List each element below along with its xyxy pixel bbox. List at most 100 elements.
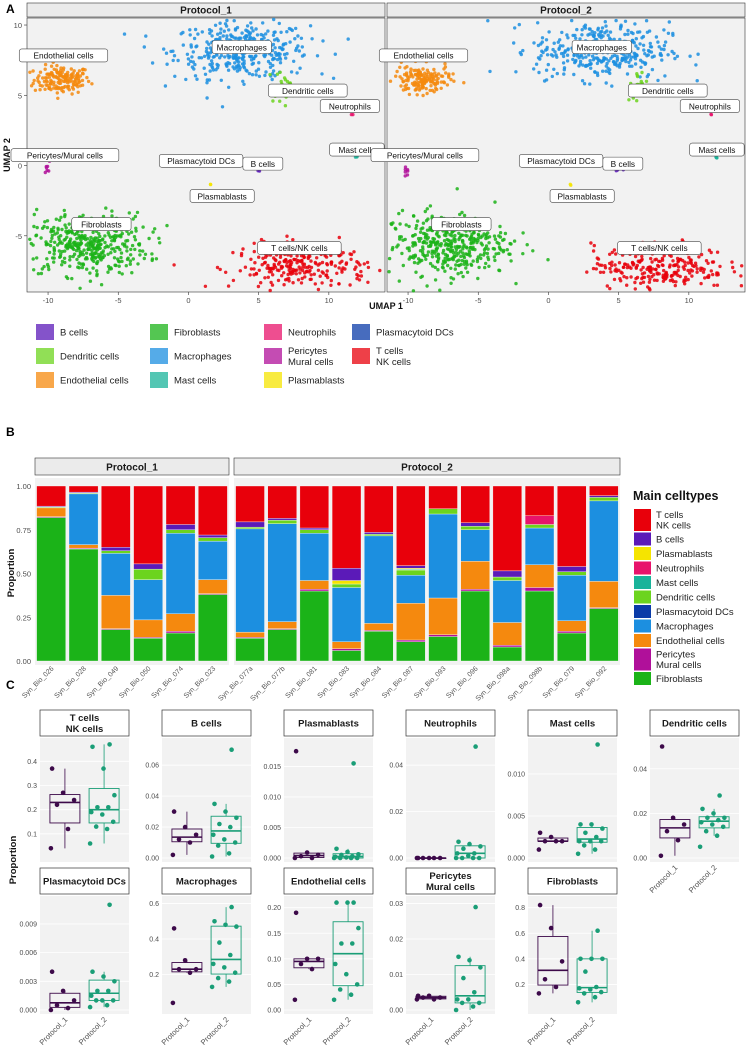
umap-point: [610, 250, 614, 255]
umap-point: [267, 270, 272, 274]
umap-point: [635, 99, 639, 103]
cluster-label-box: [431, 217, 492, 231]
umap-point: [654, 35, 659, 39]
umap-point: [98, 234, 102, 239]
umap-point: [291, 271, 295, 275]
umap-point: [344, 261, 349, 265]
umap-point: [416, 257, 421, 261]
umap-point: [225, 34, 229, 38]
umap-point: [641, 34, 646, 39]
box-point: [548, 925, 554, 931]
umap-point: [165, 62, 169, 66]
umap-point: [188, 28, 192, 32]
umap-point: [235, 69, 240, 73]
umap-point: [731, 265, 735, 270]
umap-point: [285, 260, 289, 265]
umap-point: [313, 282, 317, 286]
legend-label-a: Pericytes Mural cells: [288, 346, 334, 368]
umap-point: [211, 68, 216, 72]
umap-point: [44, 166, 49, 170]
umap-point: [157, 236, 161, 240]
umap-point: [399, 84, 403, 88]
umap-point: [629, 275, 633, 279]
umap-point: [186, 62, 191, 66]
umap-point: [604, 64, 608, 68]
box-point: [472, 990, 477, 995]
cluster-label: Neutrophils: [689, 101, 731, 111]
umap-point: [172, 54, 177, 58]
umap-point: [411, 244, 415, 248]
box-panel-bg: [650, 738, 739, 862]
umap-point: [237, 60, 241, 64]
facet-title-c: Pericytes Mural cells: [426, 871, 475, 893]
umap-point: [70, 244, 75, 249]
bar-segment: [331, 650, 362, 662]
umap-point: [425, 237, 429, 241]
umap-point: [432, 67, 436, 72]
umap-point: [72, 240, 76, 244]
umap-point: [410, 255, 414, 259]
umap-point: [165, 223, 169, 228]
umap-point: [406, 169, 410, 173]
umap-point: [77, 261, 81, 265]
cluster-label: T cells/NK cells: [631, 243, 688, 253]
umap-point: [428, 261, 433, 266]
box-point: [298, 961, 304, 967]
umap-point: [61, 90, 65, 94]
umap-point: [565, 33, 569, 37]
umap-point: [136, 262, 140, 266]
box-point: [553, 984, 559, 990]
umap-point: [561, 44, 565, 48]
umap-point: [282, 259, 286, 263]
umap-point: [112, 238, 116, 242]
umap-point: [192, 36, 197, 41]
umap-point: [638, 42, 642, 46]
umap-point: [596, 73, 600, 78]
umap-point: [291, 238, 295, 242]
umap-point: [316, 263, 320, 267]
y-tick-label-c: 0.010: [263, 794, 281, 801]
box-point: [334, 846, 339, 852]
umap-point: [695, 270, 699, 274]
facet-title-c: T cells NK cells: [66, 713, 104, 735]
umap-point: [50, 233, 54, 238]
umap-point: [38, 88, 42, 92]
umap-point: [298, 271, 302, 275]
box-panel-bg: [406, 896, 495, 1014]
box-point: [354, 982, 360, 987]
umap-point: [138, 253, 142, 257]
umap-point: [115, 245, 119, 250]
box-point: [333, 961, 338, 967]
umap-point: [276, 278, 281, 283]
bar-segment: [133, 579, 163, 621]
umap-point: [652, 278, 657, 282]
umap-point: [31, 257, 35, 261]
bar-segment: [36, 507, 66, 517]
facet-strip-c: [527, 867, 618, 895]
umap-points-2: [387, 18, 744, 293]
box-point: [453, 1007, 459, 1013]
umap-point: [610, 84, 614, 88]
umap-point: [55, 91, 59, 95]
bar-segment: [198, 594, 228, 662]
umap-point: [675, 54, 680, 58]
umap-point: [299, 254, 304, 258]
box: [454, 965, 486, 1004]
umap-point: [305, 269, 309, 273]
umap-point: [595, 256, 599, 260]
umap-point: [711, 272, 715, 277]
umap-point: [324, 273, 329, 277]
umap-point: [653, 258, 657, 262]
x-tick-label-c: Protocol_2: [199, 1015, 231, 1047]
umap-point: [95, 261, 99, 265]
box-point: [90, 744, 95, 750]
umap-point: [270, 53, 274, 57]
umap-point: [352, 250, 356, 254]
box-point: [420, 995, 426, 1000]
umap-point: [599, 29, 604, 34]
umap-point: [712, 283, 716, 287]
umap-point: [612, 37, 616, 41]
umap-point: [545, 53, 550, 57]
umap-point: [633, 22, 637, 26]
umap-point: [333, 52, 337, 56]
